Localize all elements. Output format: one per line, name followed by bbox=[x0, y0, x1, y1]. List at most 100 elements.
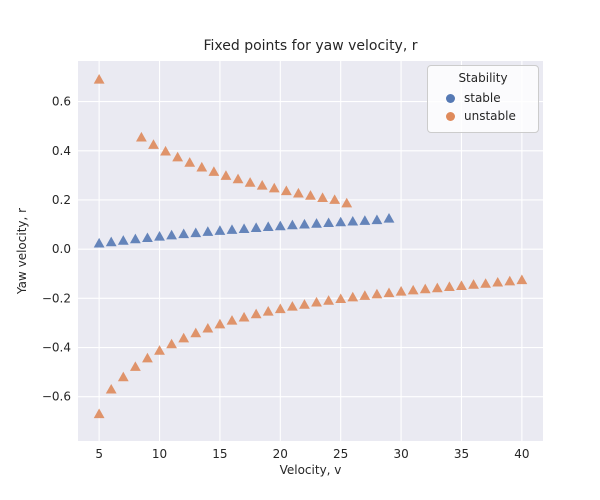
data-point-unstable bbox=[196, 161, 208, 172]
data-point-unstable bbox=[226, 315, 238, 325]
data-point-stable bbox=[299, 218, 310, 229]
data-point-unstable bbox=[335, 293, 347, 304]
y-tick-label: −0.6 bbox=[42, 390, 71, 404]
data-point-unstable bbox=[371, 288, 383, 299]
data-point-unstable bbox=[359, 290, 371, 300]
data-point-stable bbox=[178, 228, 190, 239]
data-point-unstable bbox=[293, 187, 304, 198]
stable-marker-icon bbox=[446, 93, 455, 103]
x-tick-label: 15 bbox=[212, 447, 227, 461]
data-point-unstable bbox=[142, 352, 153, 363]
data-point-unstable bbox=[93, 74, 105, 84]
data-point-stable bbox=[347, 215, 359, 226]
data-point-unstable bbox=[208, 166, 220, 176]
y-tick-label: 0.2 bbox=[52, 193, 71, 207]
data-point-unstable bbox=[256, 180, 268, 190]
data-point-stable bbox=[250, 222, 262, 232]
data-point-stable bbox=[311, 218, 322, 228]
x-axis-label: Velocity, v bbox=[279, 463, 342, 477]
x-tick-label: 25 bbox=[333, 447, 348, 461]
data-point-unstable bbox=[407, 284, 419, 295]
data-point-stable bbox=[274, 220, 286, 231]
data-point-unstable bbox=[516, 274, 528, 285]
data-point-unstable bbox=[190, 327, 202, 338]
data-point-unstable bbox=[299, 299, 310, 309]
data-point-stable bbox=[383, 213, 395, 223]
data-point-unstable bbox=[184, 157, 196, 167]
data-point-unstable bbox=[250, 308, 262, 319]
y-tick-label: −0.2 bbox=[42, 291, 71, 305]
data-point-stable bbox=[105, 236, 117, 247]
legend-entry-stable: stable bbox=[428, 89, 538, 107]
data-point-stable bbox=[142, 232, 153, 243]
x-tick-label: 5 bbox=[95, 447, 103, 461]
data-point-stable bbox=[371, 214, 383, 225]
data-point-unstable bbox=[480, 278, 492, 288]
x-tick-label: 30 bbox=[393, 447, 408, 461]
data-point-unstable bbox=[317, 192, 328, 202]
data-point-unstable bbox=[117, 371, 129, 382]
y-tick-label: −0.4 bbox=[42, 341, 71, 355]
data-point-unstable bbox=[148, 139, 159, 149]
data-point-stable bbox=[214, 225, 226, 235]
data-point-unstable bbox=[341, 197, 353, 208]
data-point-unstable bbox=[443, 281, 455, 291]
data-point-unstable bbox=[347, 291, 359, 302]
data-point-unstable bbox=[262, 305, 274, 316]
data-point-stable bbox=[238, 223, 250, 233]
data-point-unstable bbox=[456, 280, 467, 291]
data-point-stable bbox=[323, 217, 335, 228]
x-tick-label: 35 bbox=[454, 447, 469, 461]
data-point-unstable bbox=[202, 322, 214, 333]
y-tick-label: 0.4 bbox=[52, 144, 71, 158]
x-tick-label: 40 bbox=[514, 447, 529, 461]
legend-label-unstable: unstable bbox=[464, 109, 516, 123]
data-point-stable bbox=[286, 219, 298, 230]
data-point-stable bbox=[166, 229, 178, 240]
data-point-unstable bbox=[238, 311, 250, 322]
data-point-unstable bbox=[214, 318, 226, 329]
data-point-unstable bbox=[160, 145, 171, 156]
data-point-unstable bbox=[154, 345, 165, 355]
data-point-stable bbox=[335, 216, 347, 227]
data-point-stable bbox=[93, 237, 105, 248]
data-point-stable bbox=[117, 235, 129, 245]
data-point-unstable bbox=[286, 301, 298, 311]
data-point-unstable bbox=[178, 332, 190, 343]
legend-title: Stability bbox=[458, 71, 508, 85]
data-point-unstable bbox=[136, 131, 147, 142]
data-point-unstable bbox=[492, 276, 504, 287]
chart-title: Fixed points for yaw velocity, r bbox=[203, 38, 418, 54]
legend-label-stable: stable bbox=[464, 91, 501, 105]
data-point-stable bbox=[262, 221, 274, 231]
data-point-unstable bbox=[232, 173, 244, 184]
y-tick-label: 0.0 bbox=[52, 242, 71, 256]
data-point-unstable bbox=[383, 287, 395, 298]
data-point-stable bbox=[226, 224, 238, 234]
data-point-unstable bbox=[274, 303, 286, 314]
data-point-unstable bbox=[268, 182, 280, 193]
data-point-unstable bbox=[419, 283, 431, 294]
data-point-stable bbox=[154, 230, 165, 241]
data-point-stable bbox=[202, 226, 214, 236]
data-point-unstable bbox=[504, 275, 516, 286]
data-point-unstable bbox=[468, 279, 479, 289]
data-point-stable bbox=[190, 227, 202, 238]
unstable-marker-icon bbox=[446, 111, 455, 121]
data-point-unstable bbox=[431, 282, 443, 293]
data-point-unstable bbox=[311, 296, 322, 307]
x-tick-label: 10 bbox=[152, 447, 167, 461]
legend-entry-unstable: unstable bbox=[428, 107, 538, 125]
data-point-unstable bbox=[93, 408, 105, 419]
data-point-unstable bbox=[105, 383, 117, 394]
data-point-unstable bbox=[172, 151, 184, 162]
data-point-unstable bbox=[166, 338, 178, 349]
data-point-stable bbox=[359, 215, 371, 225]
data-point-unstable bbox=[220, 170, 232, 180]
data-point-unstable bbox=[129, 361, 141, 371]
legend: Stability stable unstable bbox=[427, 65, 539, 133]
data-point-unstable bbox=[244, 177, 256, 187]
y-tick-label: 0.6 bbox=[52, 95, 71, 109]
data-point-unstable bbox=[395, 286, 407, 296]
